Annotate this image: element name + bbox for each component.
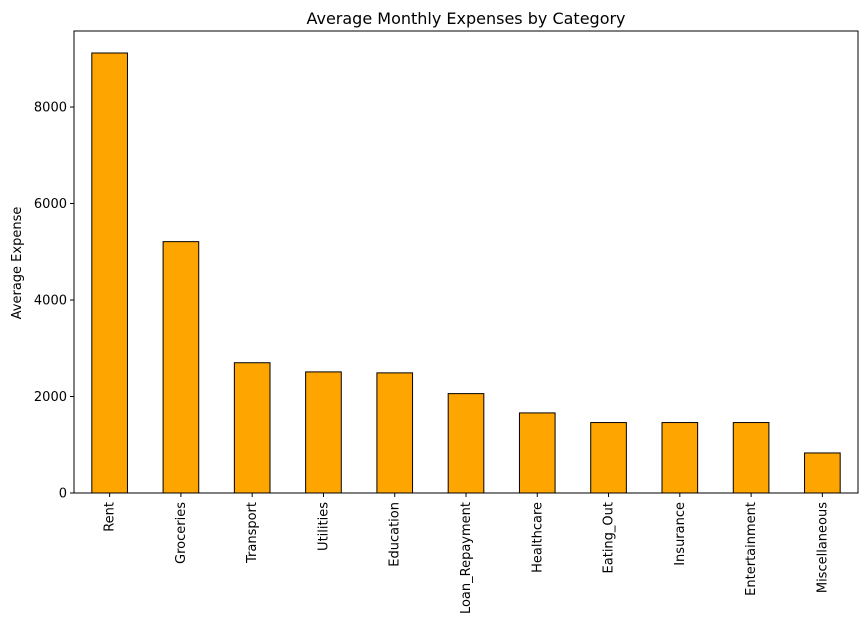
x-axis-ticks: Rent Groceries Transport Utilities Education… bbox=[103, 493, 830, 614]
y-axis-ticks: 0 2000 4000 6000 8000 bbox=[34, 101, 74, 502]
bar-education bbox=[376, 372, 414, 494]
x-tick-label: Entertainment bbox=[744, 502, 759, 596]
x-tick-label: Insurance bbox=[673, 502, 688, 566]
x-tick-label: Loan_Repayment bbox=[459, 502, 474, 614]
plot-frame bbox=[73, 30, 859, 494]
x-tick-label: Education bbox=[388, 502, 403, 567]
x-tick-label: Eating_Out bbox=[602, 502, 617, 573]
bar-insurance bbox=[661, 422, 699, 494]
bar-utilities bbox=[305, 371, 342, 494]
x-tick-label: Utilities bbox=[316, 502, 331, 551]
bar-miscellaneous bbox=[804, 452, 841, 494]
chart-title: Average Monthly Expenses by Category bbox=[306, 9, 625, 28]
y-tick-label: 0 bbox=[59, 487, 67, 502]
bar-entertainment bbox=[732, 422, 770, 494]
bar-transport bbox=[233, 362, 271, 494]
bar-groceries bbox=[162, 241, 200, 494]
bar-loan-repayment bbox=[447, 393, 485, 494]
x-tick-label: Rent bbox=[103, 502, 118, 532]
bar-healthcare bbox=[518, 412, 556, 494]
y-tick-label: 6000 bbox=[34, 197, 67, 212]
bar-eating-out bbox=[590, 422, 627, 494]
x-tick-label: Groceries bbox=[174, 502, 189, 564]
bars bbox=[91, 52, 841, 494]
x-tick-label: Healthcare bbox=[530, 502, 545, 573]
y-tick-label: 2000 bbox=[34, 390, 67, 405]
y-tick-label: 4000 bbox=[34, 294, 67, 309]
y-axis-label: Average Expense bbox=[10, 207, 25, 320]
x-tick-label: Miscellaneous bbox=[815, 502, 830, 593]
x-tick-label: Transport bbox=[245, 502, 260, 564]
y-tick-label: 8000 bbox=[34, 101, 67, 116]
bar-rent bbox=[91, 52, 128, 494]
